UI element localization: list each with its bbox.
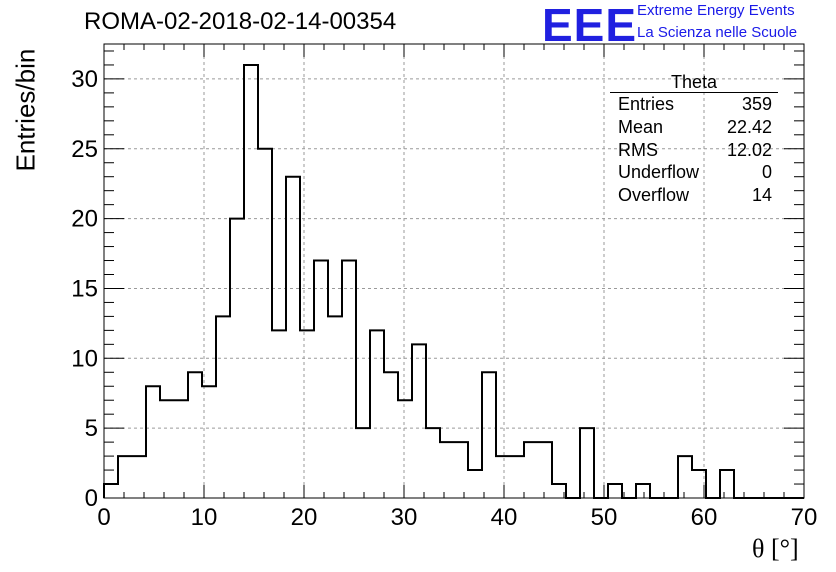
histogram-bin-18 <box>356 428 370 498</box>
stats-label: Mean <box>618 116 664 137</box>
x-tick-label: 40 <box>491 504 518 531</box>
histogram-series-line <box>103 63 804 499</box>
x-tick-label: 60 <box>691 504 718 531</box>
histogram-bin-12 <box>272 330 286 498</box>
histogram-bin-36 <box>608 484 622 498</box>
stats-value: 14 <box>751 185 772 206</box>
stats-row-underflow: Underflow 0 <box>612 161 778 184</box>
stats-value: 0 <box>761 162 772 183</box>
histogram-bin-20 <box>384 372 398 498</box>
eee-logo: EEE <box>542 0 638 51</box>
histogram-bin-24 <box>440 442 454 498</box>
histogram-bin-3 <box>146 386 160 498</box>
y-axis-label: Entries/bin <box>10 48 41 172</box>
y-tick-label: 5 <box>85 415 98 442</box>
histogram-bin-2 <box>132 456 146 498</box>
stats-row-mean: Mean 22.42 <box>612 116 778 139</box>
logo-line2: La Scienza nelle Scuole <box>637 24 798 41</box>
stats-box: Theta Entries 359 Mean 22.42 RMS 12.02 U… <box>610 72 778 207</box>
stats-row-rms: RMS 12.02 <box>612 139 778 162</box>
x-axis-label: θ [°] <box>752 534 799 563</box>
x-tick-label: 30 <box>391 504 418 531</box>
histogram-bin-1 <box>118 456 132 498</box>
stats-row-overflow: Overflow 14 <box>612 184 778 207</box>
logo-line1: Extreme Energy Events <box>637 2 795 19</box>
plot-frame <box>103 43 805 499</box>
histogram-bin-26 <box>468 470 482 498</box>
histogram-bin-0 <box>104 484 118 498</box>
histogram-bin-19 <box>370 330 384 498</box>
stats-label: RMS <box>618 139 658 160</box>
y-tick-label: 0 <box>85 485 98 512</box>
histogram-bin-32 <box>552 484 566 498</box>
histogram-bin-8 <box>216 316 230 498</box>
stats-label: Underflow <box>618 162 700 183</box>
histogram-bin-10 <box>244 65 258 498</box>
histogram-bin-23 <box>426 428 440 498</box>
histogram-bin-29 <box>510 456 524 498</box>
histogram-bin-13 <box>286 177 300 498</box>
histogram-bin-15 <box>314 261 328 498</box>
x-tick-label: 0 <box>97 504 110 531</box>
x-tick-label: 70 <box>791 504 818 531</box>
x-tick-label: 50 <box>591 504 618 531</box>
stats-title: Theta <box>610 72 778 93</box>
y-tick-label: 30 <box>71 66 98 93</box>
histogram-bin-34 <box>580 428 594 498</box>
histogram-bin-22 <box>412 344 426 498</box>
histogram-bin-17 <box>342 261 356 498</box>
chart-title: ROMA-02-2018-02-14-00354 <box>84 8 397 35</box>
histogram-bin-7 <box>202 386 216 498</box>
histogram-bin-30 <box>524 442 538 498</box>
histogram-bin-27 <box>482 372 496 498</box>
histogram-bin-4 <box>160 400 174 498</box>
histogram-bin-21 <box>398 400 412 498</box>
histogram-bin-28 <box>496 456 510 498</box>
histogram-bin-6 <box>188 372 202 498</box>
x-tick-label: 10 <box>191 504 218 531</box>
histogram-bin-41 <box>678 456 692 498</box>
stats-value: 12.02 <box>726 139 772 160</box>
histogram-bin-38 <box>636 484 650 498</box>
histogram-bin-16 <box>328 316 342 498</box>
y-tick-label: 10 <box>71 345 98 372</box>
histogram-bin-42 <box>692 470 706 498</box>
y-tick-label: 25 <box>71 136 98 163</box>
histogram-bin-44 <box>720 470 734 498</box>
y-tick-label: 15 <box>71 275 98 302</box>
stats-label: Overflow <box>618 185 690 206</box>
stats-row-entries: Entries 359 <box>612 93 778 116</box>
histogram-bin-31 <box>538 442 552 498</box>
histogram-bin-11 <box>258 149 272 498</box>
histogram-bin-9 <box>230 219 244 498</box>
histogram-bin-25 <box>454 442 468 498</box>
stats-value: 22.42 <box>726 116 772 137</box>
x-tick-label: 20 <box>291 504 318 531</box>
histogram-bin-5 <box>174 400 188 498</box>
y-tick-label: 20 <box>71 206 98 233</box>
stats-value: 359 <box>741 94 772 114</box>
stats-label: Entries <box>618 94 675 114</box>
histogram-bin-14 <box>300 330 314 498</box>
